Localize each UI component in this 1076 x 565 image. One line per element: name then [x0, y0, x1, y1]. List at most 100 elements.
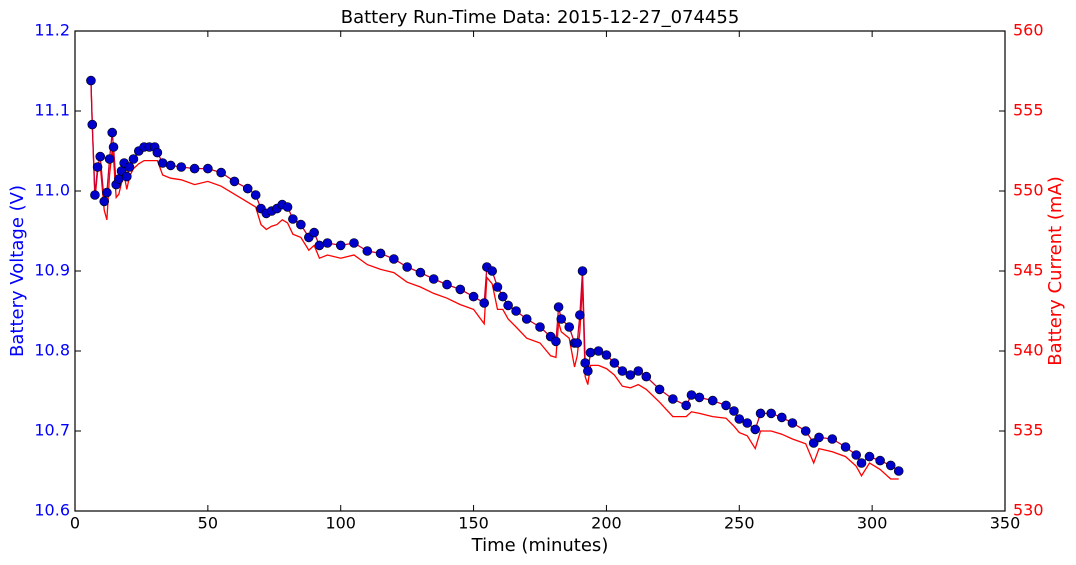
data-point: [455, 284, 466, 295]
x-tick-label: 200: [591, 514, 622, 533]
data-point: [503, 300, 513, 311]
y2-tick-label: 560: [1013, 21, 1044, 40]
data-point: [322, 238, 333, 248]
data-point: [107, 127, 117, 138]
data-point: [707, 395, 718, 406]
data-point: [492, 282, 503, 292]
data-point: [551, 336, 561, 347]
y2-tick-label: 550: [1013, 181, 1044, 200]
data-point: [152, 147, 163, 158]
data-point: [296, 219, 306, 230]
data-point: [535, 322, 545, 332]
x-tick-label: 50: [198, 514, 218, 533]
data-point: [694, 392, 705, 403]
data-point: [99, 196, 110, 207]
data-point: [203, 163, 213, 174]
data-point: [288, 214, 298, 224]
data-point: [577, 266, 588, 276]
data-point: [564, 322, 575, 332]
data-point: [122, 171, 132, 182]
y-tick-label: 10.8: [34, 341, 70, 360]
data-point: [102, 187, 112, 198]
y-tick-label: 10.9: [34, 261, 70, 280]
data-point: [128, 154, 139, 164]
data-point: [511, 306, 521, 316]
x-tick-label: 300: [857, 514, 888, 533]
data-point: [840, 442, 851, 452]
data-point: [487, 266, 497, 276]
data-point: [335, 240, 346, 251]
data-point: [633, 366, 644, 376]
data-point: [86, 75, 96, 86]
data-point: [375, 248, 386, 259]
data-point: [415, 267, 426, 278]
data-point: [521, 314, 532, 324]
series-line: [90, 80, 899, 480]
data-point: [814, 432, 824, 443]
y2-tick-label: 545: [1013, 261, 1044, 280]
plot-frame: [74, 30, 1006, 512]
y2-axis-label: Battery Current (mA): [1045, 176, 1066, 366]
data-point: [864, 451, 875, 462]
data-point: [721, 400, 731, 411]
data-point: [309, 227, 319, 238]
data-point: [92, 162, 103, 172]
y2-tick-label: 530: [1013, 501, 1044, 520]
x-tick-label: 150: [458, 514, 489, 533]
y-tick-label: 11.1: [34, 101, 70, 120]
x-tick-label: 250: [724, 514, 755, 533]
chart-title: Battery Run-Time Data: 2015-12-27_074455: [341, 7, 740, 28]
y-tick-label: 10.6: [34, 501, 70, 520]
y2-tick-label: 540: [1013, 341, 1044, 360]
series-line: [90, 80, 900, 472]
data-point: [893, 466, 904, 476]
data-point: [90, 190, 100, 200]
data-point: [229, 176, 240, 187]
data-point: [851, 450, 862, 460]
data-point: [827, 434, 838, 444]
y2-tick-label: 555: [1013, 101, 1044, 120]
data-point: [668, 394, 678, 404]
data-point: [553, 302, 564, 312]
data-point: [250, 190, 261, 200]
y-tick-label: 11.0: [34, 181, 70, 200]
x-tick-label: 100: [325, 514, 356, 533]
data-point: [497, 291, 508, 302]
data-point: [216, 167, 226, 178]
data-point: [114, 174, 124, 184]
data-point: [468, 291, 479, 302]
data-point: [572, 338, 583, 348]
data-point: [787, 418, 798, 428]
data-point: [729, 406, 739, 416]
data-point: [479, 298, 490, 308]
x-tick-label: 350: [990, 514, 1021, 533]
data-point: [609, 358, 620, 368]
data-point: [402, 262, 412, 272]
data-point: [681, 400, 691, 411]
data-point: [766, 408, 776, 419]
data-point: [686, 390, 697, 400]
data-point: [95, 151, 106, 162]
data-point: [641, 371, 652, 382]
data-point: [750, 424, 761, 435]
x-tick-label: 0: [70, 514, 80, 533]
data-point: [349, 238, 359, 248]
data-point: [189, 163, 200, 174]
data-point: [314, 240, 325, 251]
data-point: [617, 366, 628, 376]
y-axis-label: Battery Voltage (V): [7, 185, 28, 357]
y2-tick-label: 535: [1013, 421, 1044, 440]
x-axis-label: Time (minutes): [471, 535, 609, 556]
data-point: [87, 119, 98, 130]
y-tick-label: 11.2: [34, 21, 70, 40]
data-point: [157, 158, 168, 168]
data-point: [776, 412, 787, 423]
data-point: [575, 310, 585, 320]
data-point: [442, 279, 452, 290]
data-point: [242, 183, 253, 194]
data-point: [593, 346, 604, 356]
data-point: [800, 426, 811, 436]
data-point: [755, 408, 766, 419]
data-point: [856, 458, 867, 468]
